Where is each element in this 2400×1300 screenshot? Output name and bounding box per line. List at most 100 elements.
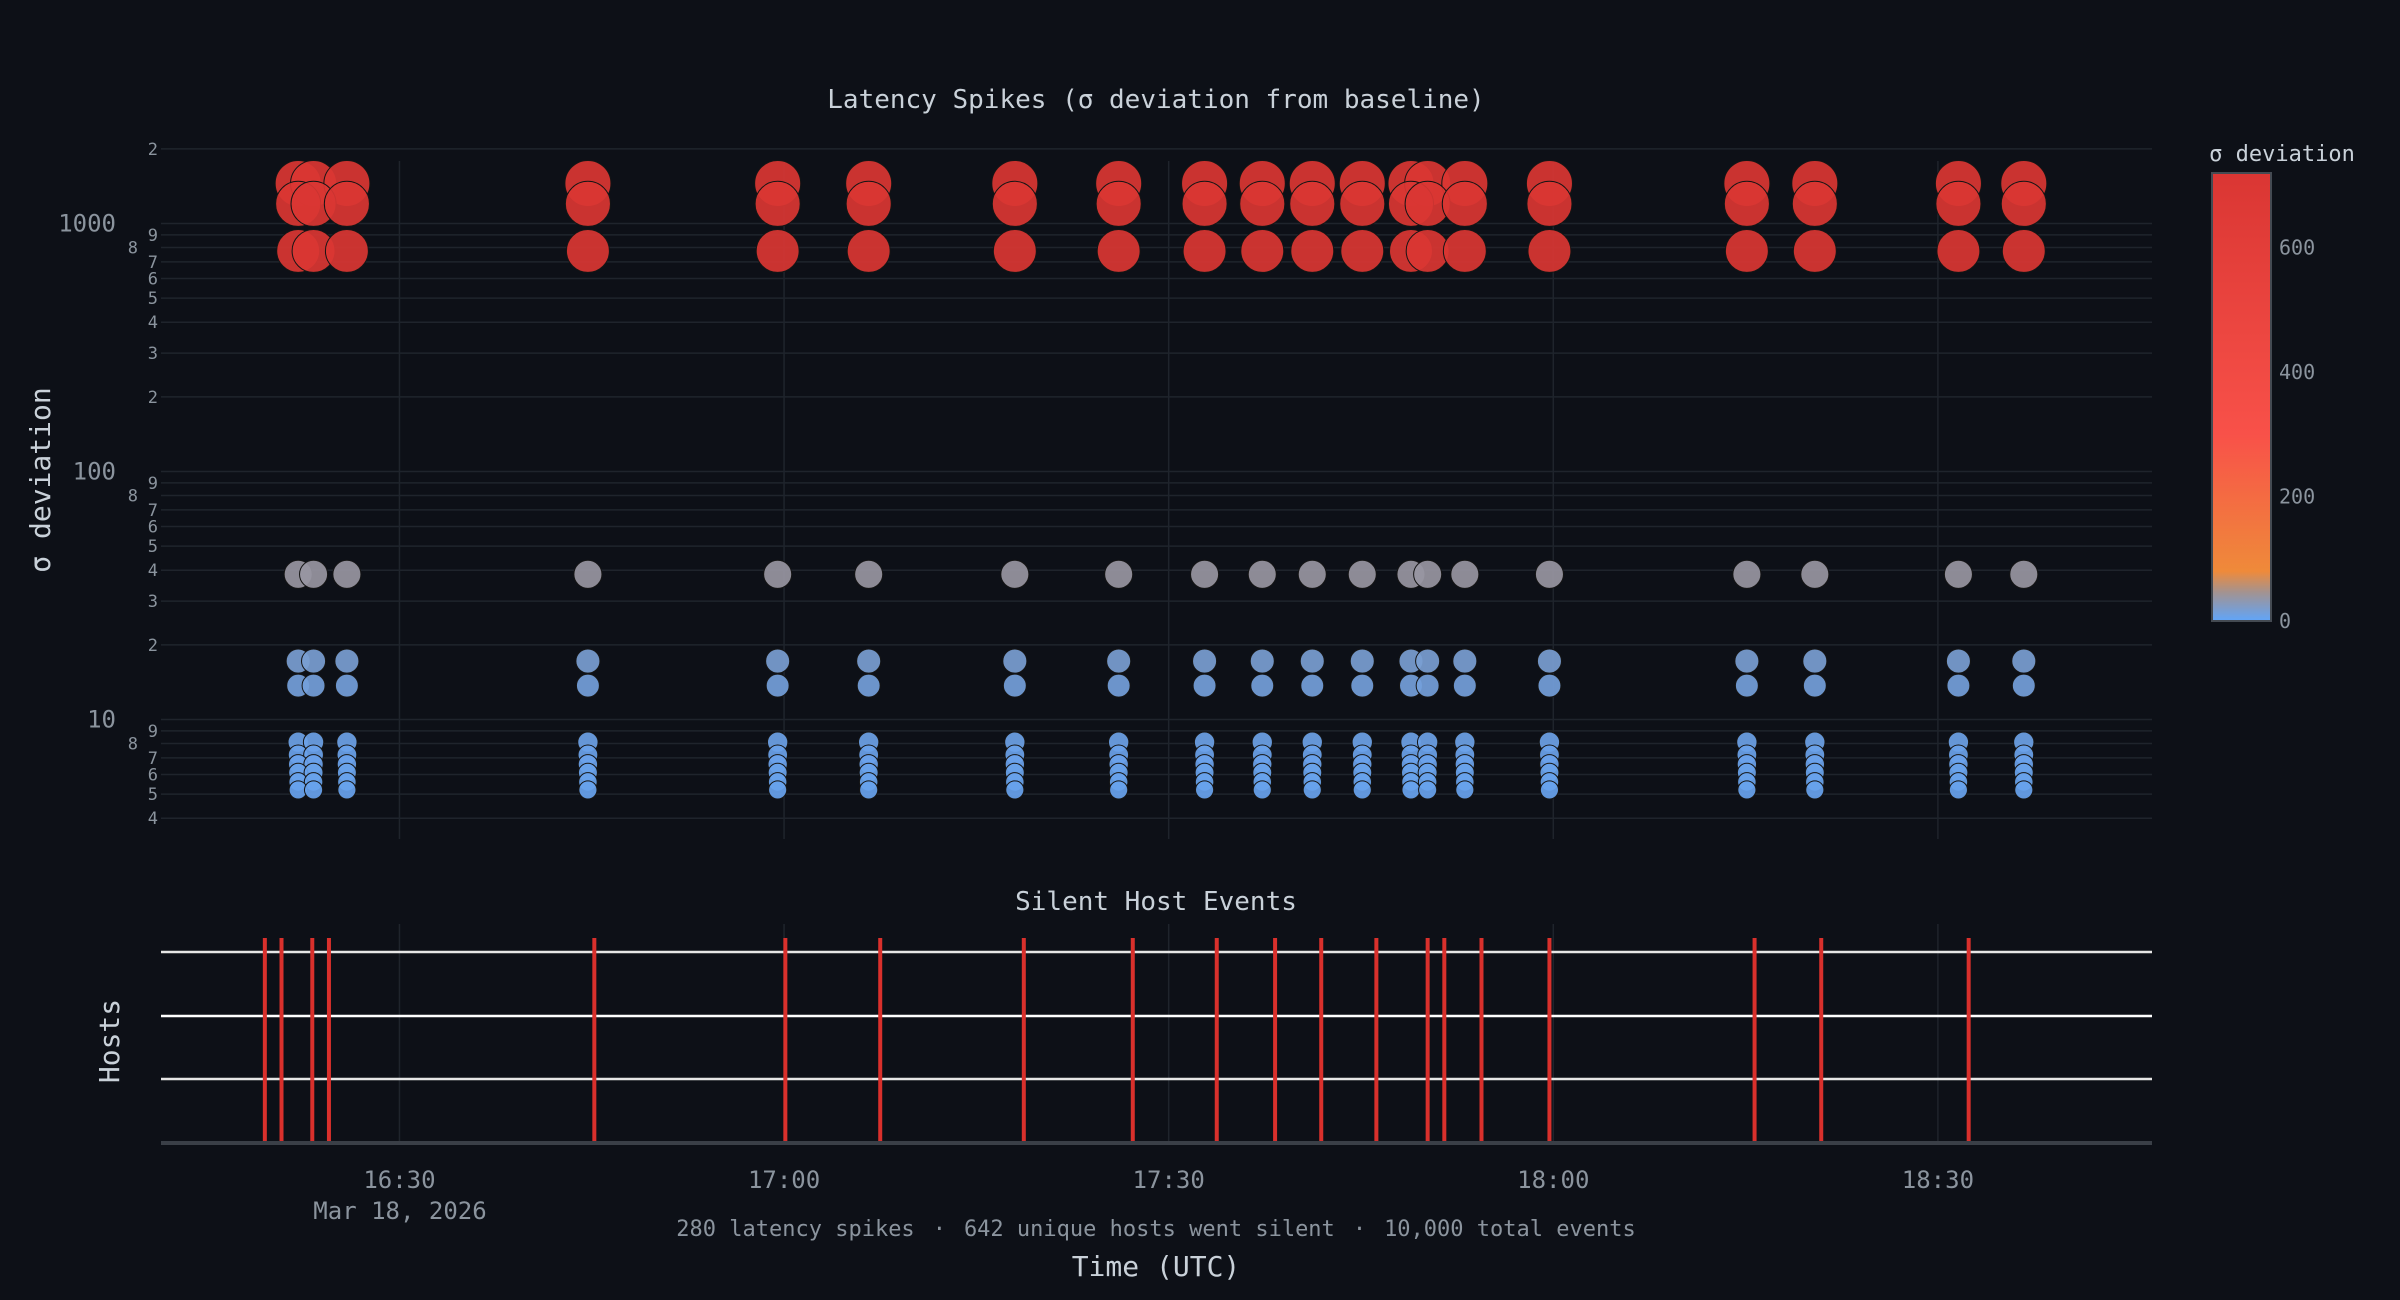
summary-spikes: 280 latency spikes	[676, 1217, 914, 1242]
spike-marker	[1002, 648, 1028, 674]
spike-marker	[755, 228, 800, 273]
x-tick-label: 16:30	[363, 1166, 435, 1194]
spike-marker	[1792, 228, 1837, 273]
spike-marker	[1536, 648, 1562, 674]
summary-separator: ·	[933, 1217, 946, 1242]
spike-marker	[1290, 228, 1335, 273]
spike-marker	[1350, 673, 1375, 698]
summary-line: 280 latency spikes · 642 unique hosts went…	[676, 1217, 1635, 1242]
summary-events: 10,000 total events	[1384, 1217, 1636, 1242]
spike-marker	[324, 228, 369, 273]
spike-marker	[1401, 780, 1421, 800]
spike-marker	[1441, 180, 1488, 227]
y-tick-label: 100	[73, 458, 116, 486]
spike-marker	[1249, 648, 1275, 674]
summary-hosts: 642 unique hosts went silent	[964, 1217, 1335, 1242]
y-tick-label: 6	[148, 270, 158, 290]
spike-marker	[1302, 780, 1322, 800]
spike-marker	[1405, 228, 1450, 273]
spike-marker	[1000, 559, 1030, 589]
x-date-label: Mar 18, 2026	[313, 1197, 486, 1225]
y-tick-label: 3	[148, 344, 158, 364]
spike-marker	[1002, 673, 1027, 698]
spike-marker	[565, 228, 610, 273]
spike-marker	[1095, 180, 1142, 227]
colorbar	[2211, 172, 2272, 622]
y-tick-label: 10	[87, 706, 116, 734]
colorbar-tick-label: 600	[2279, 236, 2315, 260]
colorbar-title: σ deviation	[2209, 142, 2355, 167]
y-tick-label: 5	[148, 537, 158, 557]
x-tick-label: 17:30	[1133, 1166, 1205, 1194]
colorbar-tick-label: 200	[2279, 485, 2315, 509]
spike-marker	[856, 648, 882, 674]
spike-marker	[1734, 648, 1760, 674]
spike-marker	[846, 228, 891, 273]
spike-marker	[1945, 648, 1971, 674]
colorbar-tick-label: 0	[2279, 609, 2291, 633]
y-tick-label: 1000	[58, 210, 116, 238]
spike-marker	[763, 559, 793, 589]
spike-marker	[1106, 673, 1131, 698]
spike-marker	[1181, 180, 1228, 227]
spike-marker	[2009, 559, 2039, 589]
y-tick-label: 2	[148, 388, 158, 408]
spike-marker	[1802, 673, 1827, 698]
spike-marker	[1413, 559, 1443, 589]
y-tick-label: 8	[128, 487, 138, 507]
spike-marker	[334, 648, 360, 674]
spike-marker	[1732, 559, 1762, 589]
hosts-y-axis-label: Hosts	[93, 999, 126, 1083]
hosts-gridlines	[398, 924, 1939, 1143]
spike-marker	[1339, 180, 1386, 227]
y-tick-label: 8	[128, 239, 138, 259]
spike-marker	[1534, 559, 1564, 589]
y-tick-label: 8	[128, 735, 138, 755]
spike-marker	[575, 648, 601, 674]
spike-marker	[573, 559, 603, 589]
y-tick-label: 7	[148, 253, 158, 273]
spike-marker	[1352, 780, 1372, 800]
latency-y-axis-label: σ deviation	[24, 387, 57, 572]
spike-marker	[765, 673, 790, 698]
spike-marker	[1802, 648, 1828, 674]
y-tick-label: 4	[148, 561, 158, 581]
spike-marker	[1194, 780, 1215, 800]
spike-marker	[1527, 228, 1572, 273]
spike-marker	[1347, 559, 1377, 589]
spike-marker	[1948, 780, 1968, 800]
spike-marker	[1182, 228, 1227, 273]
x-axis-ticks: 16:30 17:00 17:30 18:00 18:30	[363, 1166, 1974, 1194]
latency-gridlines	[161, 148, 2152, 839]
spike-marker	[1349, 648, 1375, 674]
spike-marker	[1109, 780, 1129, 800]
spike-marker	[1250, 673, 1275, 698]
x-tick-label: 18:00	[1517, 1166, 1589, 1194]
spike-marker	[2000, 180, 2047, 227]
spike-marker	[1537, 673, 1562, 698]
spike-marker	[2001, 228, 2046, 273]
spike-marker	[856, 673, 881, 698]
colorbar-ticks: 0 200 400 600	[2279, 236, 2315, 633]
y-tick-label: 6	[148, 766, 158, 786]
y-tick-label: 4	[148, 313, 158, 333]
spike-marker	[1737, 780, 1757, 800]
spike-marker	[1239, 180, 1286, 227]
spike-marker	[992, 228, 1037, 273]
spike-marker	[1935, 180, 1982, 227]
silent-host-events	[262, 938, 1971, 1143]
spike-marker	[301, 673, 326, 698]
spike-marker	[299, 559, 329, 589]
spike-marker	[334, 673, 359, 698]
y-tick-label: 7	[148, 501, 158, 521]
spike-marker	[564, 180, 611, 227]
y-tick-label: 9	[148, 474, 158, 494]
spike-marker	[575, 673, 600, 698]
y-tick-label: 5	[148, 289, 158, 309]
spike-marker	[337, 780, 357, 800]
spike-marker	[1936, 228, 1981, 273]
spike-marker	[754, 180, 801, 227]
spike-marker	[1192, 648, 1218, 674]
